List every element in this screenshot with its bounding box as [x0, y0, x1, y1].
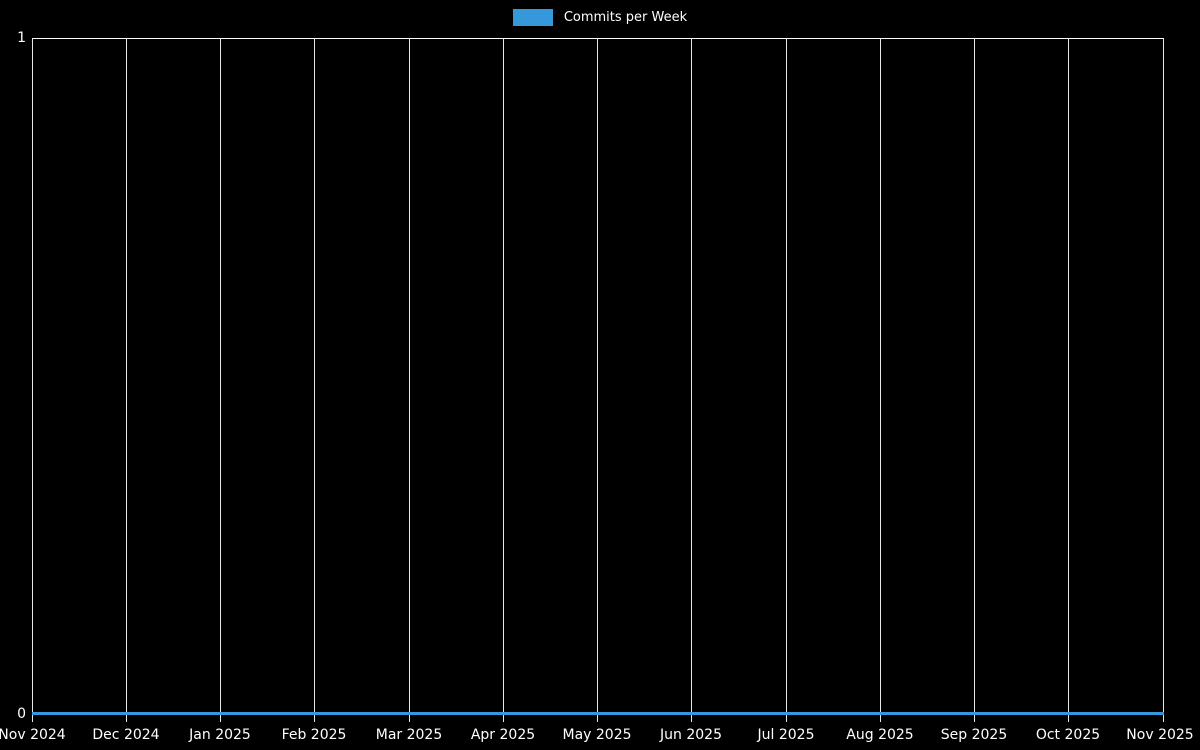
legend-label-commits-per-week: Commits per Week [563, 9, 688, 25]
chart-legend: Commits per Week [0, 5, 1200, 29]
x-tick-label-may-2025: May 2025 [562, 727, 632, 743]
x-tick-label-oct-2025: Oct 2025 [1035, 727, 1101, 743]
x-tick-label-sep-2025: Sep 2025 [940, 727, 1008, 743]
gridline-jul-2025 [786, 38, 787, 722]
gridline-jan-2025 [220, 38, 221, 722]
gridline-dec-2024 [126, 38, 127, 722]
x-tick-label-jul-2025: Jul 2025 [757, 727, 815, 743]
gridline-mar-2025 [409, 38, 410, 722]
x-tick-label-jan-2025: Jan 2025 [189, 727, 251, 743]
gridline-nov-2024 [32, 38, 33, 722]
gridline-oct-2025 [1068, 38, 1069, 722]
x-tick-label-feb-2025: Feb 2025 [281, 727, 347, 743]
gridline-apr-2025 [503, 38, 504, 722]
x-tick-label-nov-2025: Nov 2025 [1126, 727, 1194, 743]
x-tick-label-jun-2025: Jun 2025 [660, 727, 722, 743]
gridline-jun-2025 [691, 38, 692, 722]
gridline-feb-2025 [314, 38, 315, 722]
series-line-commits-per-week [32, 712, 1164, 715]
legend-swatch-commits-icon [512, 8, 553, 26]
gridline-sep-2025 [974, 38, 975, 722]
x-tick-label-nov-2024: Nov 2024 [0, 727, 66, 743]
y-tick-label-1: 1 [17, 30, 26, 46]
gridline-aug-2025 [880, 38, 881, 722]
x-tick-label-aug-2025: Aug 2025 [846, 727, 914, 743]
legend-entry-commits-per-week[interactable]: Commits per Week [512, 8, 688, 26]
x-tick-label-dec-2024: Dec 2024 [92, 727, 160, 743]
x-tick-label-mar-2025: Mar 2025 [375, 727, 443, 743]
gridline-may-2025 [597, 38, 598, 722]
y-tick-label-0: 0 [17, 706, 26, 722]
gridline-nov-2025 [1163, 38, 1164, 722]
x-tick-label-apr-2025: Apr 2025 [470, 727, 536, 743]
